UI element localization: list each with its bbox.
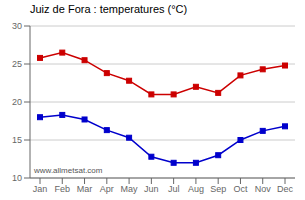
html-text:www.allmetsat.com: www.allmetsat.com xyxy=(34,166,103,175)
svg-text:Mar: Mar xyxy=(77,184,93,194)
svg-text:25: 25 xyxy=(12,59,22,69)
svg-text:Aug: Aug xyxy=(188,184,204,194)
svg-text:Jul: Jul xyxy=(168,184,180,194)
svg-text:Sep: Sep xyxy=(210,184,226,194)
svg-text:Jun: Jun xyxy=(144,184,159,194)
svg-text:Jan: Jan xyxy=(33,184,48,194)
svg-text:30: 30 xyxy=(12,21,22,31)
svg-text:Oct: Oct xyxy=(233,184,248,194)
svg-text:15: 15 xyxy=(12,135,22,145)
svg-text:Dec: Dec xyxy=(277,184,294,194)
svg-text:20: 20 xyxy=(12,97,22,107)
svg-text:May: May xyxy=(121,184,139,194)
svg-text:Apr: Apr xyxy=(100,184,114,194)
svg-text:10: 10 xyxy=(12,173,22,183)
svg-text:Nov: Nov xyxy=(255,184,272,194)
html-text:Juiz de Fora : temperatures (°: Juiz de Fora : temperatures (°C) xyxy=(30,3,188,15)
svg-text:Feb: Feb xyxy=(55,184,71,194)
